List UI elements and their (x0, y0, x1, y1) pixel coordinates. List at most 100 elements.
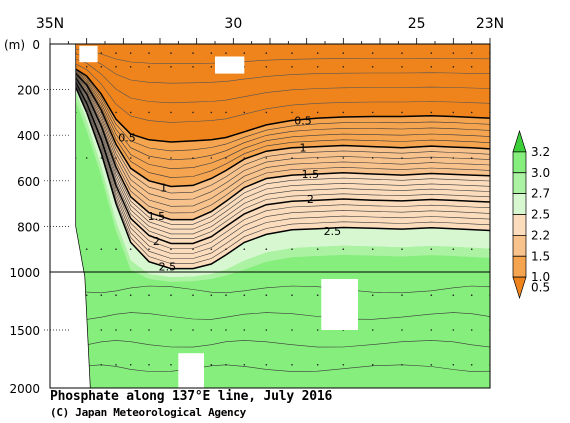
station-dot (265, 364, 268, 366)
station-dot (85, 111, 88, 114)
station-dot (316, 329, 319, 331)
station-dot (100, 329, 103, 331)
station-dot (243, 294, 246, 297)
station-dot (291, 52, 293, 54)
station-dot (148, 66, 150, 68)
station-dot (430, 329, 433, 331)
station-dot (148, 157, 150, 159)
station-dot (148, 248, 150, 250)
station-dot (129, 248, 132, 250)
colorbar-label: 2.5 (531, 208, 550, 222)
colorbar-swatch (512, 151, 527, 174)
station-dot (401, 111, 403, 114)
station-dot (115, 157, 117, 159)
station-dot (210, 52, 213, 54)
contour-line-shallow (50, 53, 490, 84)
station-dot (430, 294, 433, 297)
station-dot (225, 364, 227, 366)
colorbar-swatch (512, 255, 527, 278)
colorbar-label: 3.2 (531, 145, 550, 159)
contour-line-major (50, 77, 490, 221)
station-dot (148, 294, 150, 297)
chart-credit: (C) Japan Meteorological Agency (50, 406, 246, 419)
x-tick-label: 23N (476, 16, 504, 32)
station-dot (470, 52, 473, 54)
contour-line-minor (50, 84, 490, 254)
station-dot (291, 329, 293, 331)
station-dot (452, 66, 455, 68)
station-dot (210, 329, 213, 331)
station-dot (85, 294, 88, 297)
station-dot (291, 157, 293, 159)
station-dot (129, 111, 132, 114)
station-dot (401, 157, 403, 159)
station-dot (210, 294, 213, 297)
station-dot (225, 111, 227, 114)
station-dot (470, 329, 473, 331)
colorbar-swatch (512, 172, 527, 194)
station-dot (225, 248, 227, 250)
station-dot (85, 248, 88, 250)
station-dot (342, 248, 345, 250)
x-ticks (49, 38, 491, 44)
colorbar-label: 2.7 (531, 187, 550, 201)
station-dot (342, 157, 345, 159)
station-dot (371, 157, 374, 159)
station-dot (243, 329, 246, 331)
station-dot (316, 66, 319, 68)
x-tick-label: 35N (36, 16, 64, 32)
station-dot (210, 66, 213, 68)
station-dot (371, 66, 374, 68)
station-dot (452, 248, 455, 250)
station-dot (192, 66, 194, 68)
station-dot (401, 66, 403, 68)
contour-line-deep (50, 285, 490, 294)
station-dot (452, 364, 455, 366)
contour-line-minor (50, 81, 490, 239)
plot-area (50, 44, 490, 388)
station-dot (265, 294, 268, 297)
station-dot (210, 364, 213, 366)
station-dot (316, 364, 319, 366)
station-dot (401, 294, 403, 297)
station-dot (316, 294, 319, 297)
station-dot (148, 329, 150, 331)
station-dot (452, 157, 455, 159)
station-dot (265, 52, 268, 54)
station-dot (316, 111, 319, 114)
station-dot (100, 364, 103, 366)
station-dot (243, 364, 246, 366)
contour-labels: 0.5 0.5 1 1 1.5 1.5 2 2 2.5 2.5 (118, 114, 341, 273)
station-dot (371, 364, 374, 366)
station-dot (470, 248, 473, 250)
station-dot (265, 66, 268, 68)
y-tick-label: 400 (17, 129, 40, 143)
station-dot (371, 294, 374, 297)
band-0-5-to-1-0 (50, 69, 490, 187)
contour-line-minor (50, 86, 490, 264)
station-dot (129, 66, 132, 68)
station-dot (115, 294, 117, 297)
station-dot (243, 52, 246, 54)
station-dot (401, 329, 403, 331)
station-dot (170, 329, 172, 331)
x-tick-label: 30 (224, 16, 242, 32)
station-dot (342, 111, 345, 114)
station-dot (115, 52, 117, 54)
station-dot (148, 52, 150, 54)
station-dots (74, 52, 490, 366)
station-dot (342, 364, 345, 366)
station-dot (129, 52, 132, 54)
station-dot (129, 329, 132, 331)
station-dot (100, 52, 103, 54)
colorbar-swatch (512, 129, 527, 153)
station-dot (371, 248, 374, 250)
contour-line-minor (50, 83, 490, 249)
ocean-bottom (50, 44, 91, 388)
station-dot (291, 294, 293, 297)
x-tick-label: 25 (408, 16, 426, 32)
contour-line-major (50, 72, 490, 188)
chart-title: Phosphate along 137°E line, July 2016 (50, 389, 333, 404)
station-dot (470, 157, 473, 159)
